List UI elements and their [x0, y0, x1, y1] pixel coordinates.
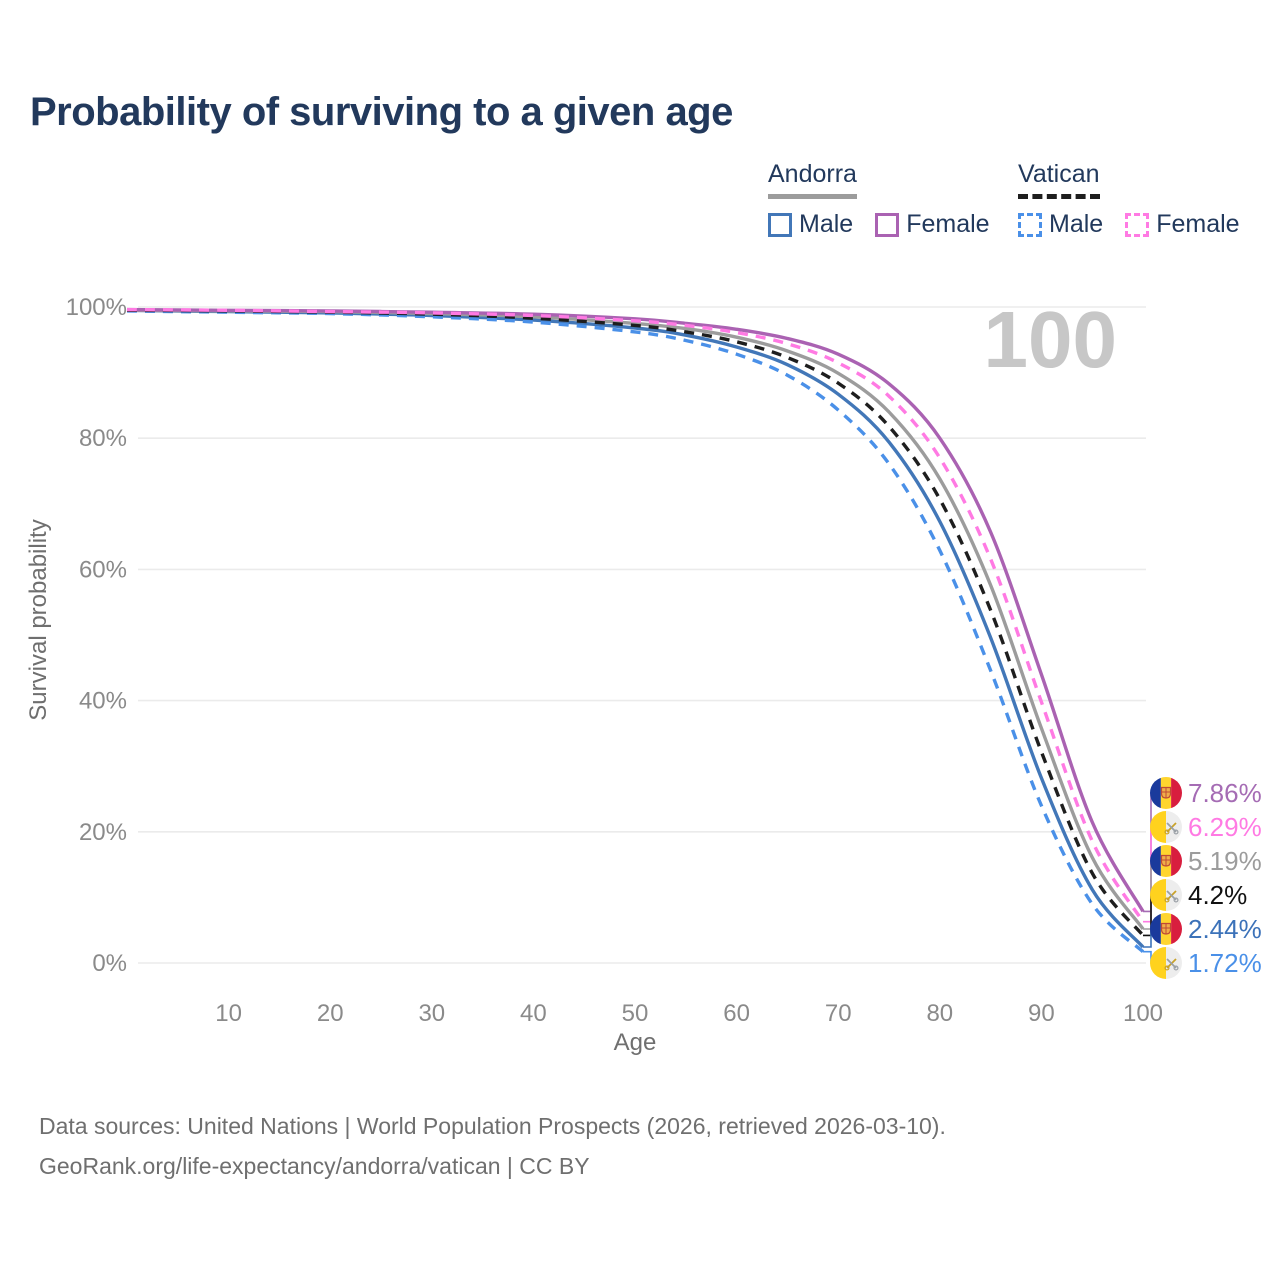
x-tick-label-30: 30 [418, 1000, 445, 1027]
flag-icon-andorra [1150, 913, 1182, 945]
end-label-value-vatican-female: 6.29% [1188, 812, 1262, 842]
flag-icon-andorra [1150, 777, 1182, 809]
legend-swatch-vatican-female [1125, 212, 1150, 237]
series-line-vatican-male[interactable] [126, 309, 1145, 953]
flag-icon-andorra [1150, 845, 1182, 877]
y-tick-label-20: 20% [79, 819, 127, 846]
legend-swatch-andorra-male [768, 212, 792, 237]
y-tick-label-40: 40% [79, 688, 127, 715]
legend-item-vatican-female[interactable]: Female [1125, 210, 1240, 239]
x-tick-label-80: 80 [926, 1000, 953, 1027]
x-tick-label-60: 60 [723, 1000, 750, 1027]
end-label-vatican-female[interactable]: 6.29% [1150, 811, 1262, 843]
x-tick-label-90: 90 [1028, 1000, 1055, 1027]
series-line-andorra-male[interactable] [126, 308, 1145, 949]
x-tick-label-100: 100 [1123, 1000, 1163, 1027]
legend-label-vatican-female: Female [1156, 210, 1240, 238]
end-label-vatican-total[interactable]: 4.2% [1150, 879, 1247, 911]
series-line-andorra-female[interactable] [126, 307, 1145, 913]
x-tick-label-10: 10 [215, 1000, 242, 1027]
axis-title-x: Age [614, 1029, 657, 1056]
x-tick-label-40: 40 [520, 1000, 547, 1027]
footer-data-sources: Data sources: United Nations | World Pop… [39, 1113, 946, 1139]
flag-icon-vatican [1150, 947, 1182, 979]
end-label-andorra-female[interactable]: 7.86% [1150, 777, 1262, 809]
end-label-value-andorra-female: 7.86% [1188, 778, 1262, 808]
footer-attribution: GeoRank.org/life-expectancy/andorra/vati… [39, 1153, 590, 1179]
y-tick-label-80: 80% [79, 425, 127, 452]
x-tick-label-70: 70 [825, 1000, 852, 1027]
flag-icon-vatican [1150, 811, 1182, 843]
end-label-vatican-male[interactable]: 1.72% [1150, 947, 1262, 979]
legend-swatch-vatican-male [1018, 212, 1042, 237]
end-label-andorra-total[interactable]: 5.19% [1150, 845, 1262, 877]
y-tick-label-100: 100% [66, 294, 127, 321]
legend-label-vatican-male: Male [1049, 210, 1104, 238]
axis-title-y: Survival probability [25, 519, 52, 720]
page-title: Probability of surviving to a given age [30, 90, 733, 134]
x-tick-label-20: 20 [317, 1000, 344, 1027]
legend: Andorra Male Female Vatican Male Female [0, 160, 1280, 250]
legend-swatch-andorra-female [875, 212, 900, 237]
legend-label-andorra-female: Female [906, 210, 990, 238]
end-label-connector-vatican-female [1143, 826, 1157, 923]
footer: Data sources: United Nations | World Pop… [39, 1106, 946, 1186]
legend-group-andorra: Andorra Male Female [768, 160, 990, 239]
legend-item-andorra-female[interactable]: Female [875, 210, 990, 239]
legend-label-andorra-male: Male [799, 210, 854, 238]
end-label-value-andorra-total: 5.19% [1188, 846, 1262, 876]
x-tick-label-50: 50 [622, 1000, 649, 1027]
series-line-andorra-total[interactable] [126, 308, 1145, 930]
series-line-vatican-total[interactable] [126, 308, 1145, 937]
age-watermark: 100 [984, 295, 1117, 384]
legend-group-title-andorra[interactable]: Andorra [768, 160, 857, 199]
legend-item-andorra-male[interactable]: Male [768, 210, 853, 239]
y-tick-label-0: 0% [92, 950, 127, 977]
y-tick-label-60: 60% [79, 556, 127, 583]
end-label-value-vatican-male: 1.72% [1188, 948, 1262, 978]
end-label-value-andorra-male: 2.44% [1188, 914, 1262, 944]
legend-group-title-vatican[interactable]: Vatican [1018, 160, 1100, 199]
legend-item-vatican-male[interactable]: Male [1018, 210, 1103, 239]
series-line-vatican-female[interactable] [126, 307, 1145, 923]
end-label-value-vatican-total: 4.2% [1188, 880, 1247, 910]
legend-group-vatican: Vatican Male Female [1018, 160, 1240, 239]
flag-icon-vatican [1150, 879, 1182, 911]
end-label-andorra-male[interactable]: 2.44% [1150, 913, 1262, 945]
